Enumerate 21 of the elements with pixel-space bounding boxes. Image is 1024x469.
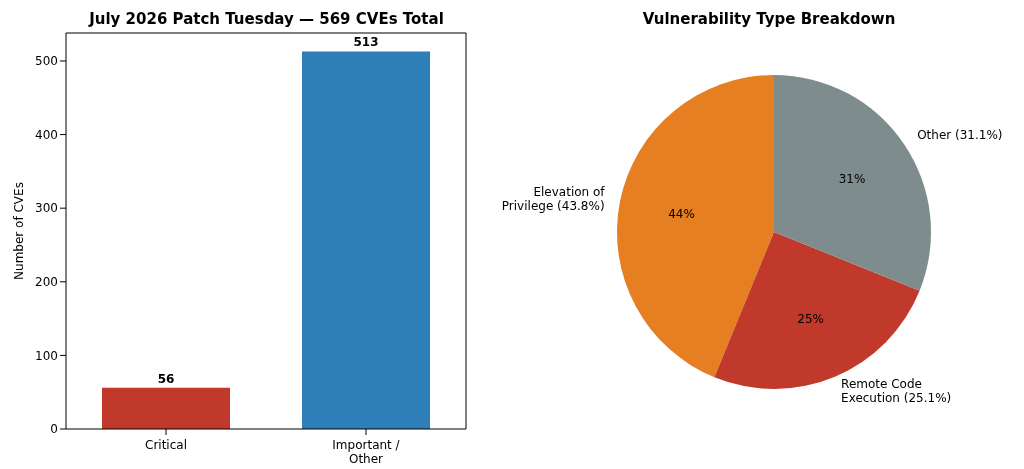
- chart-title: Vulnerability Type Breakdown: [641, 10, 897, 28]
- y-tick-label: 0: [50, 422, 58, 437]
- data-label: 56: [157, 371, 175, 386]
- y-tick-label: 100: [35, 348, 58, 363]
- pie-slice: [714, 232, 920, 389]
- y-tick-label: 400: [35, 127, 58, 142]
- data-label: 31%: [838, 172, 866, 187]
- slice-label: Other (31.1%): [917, 128, 1003, 143]
- data-label: 25%: [797, 311, 824, 326]
- x-tick-label: Critical: [145, 438, 187, 452]
- y-axis-title: Number of CVEs: [12, 182, 27, 280]
- data-label: 44%: [668, 206, 695, 221]
- chart-title: July 2026 Patch Tuesday — 569 CVEs Total: [87, 10, 445, 28]
- slice-label: Remote Code Execution (25.1%): [841, 377, 952, 406]
- pie-slice: [617, 75, 774, 378]
- data-label: 513: [353, 35, 379, 50]
- y-tick-label: 500: [35, 54, 58, 69]
- slice-label: Elevation of Privilege (43.8%): [501, 184, 606, 213]
- x-tick-label: Important / Other: [332, 438, 401, 466]
- y-tick-label: 200: [35, 275, 58, 290]
- y-tick-label: 300: [35, 201, 58, 216]
